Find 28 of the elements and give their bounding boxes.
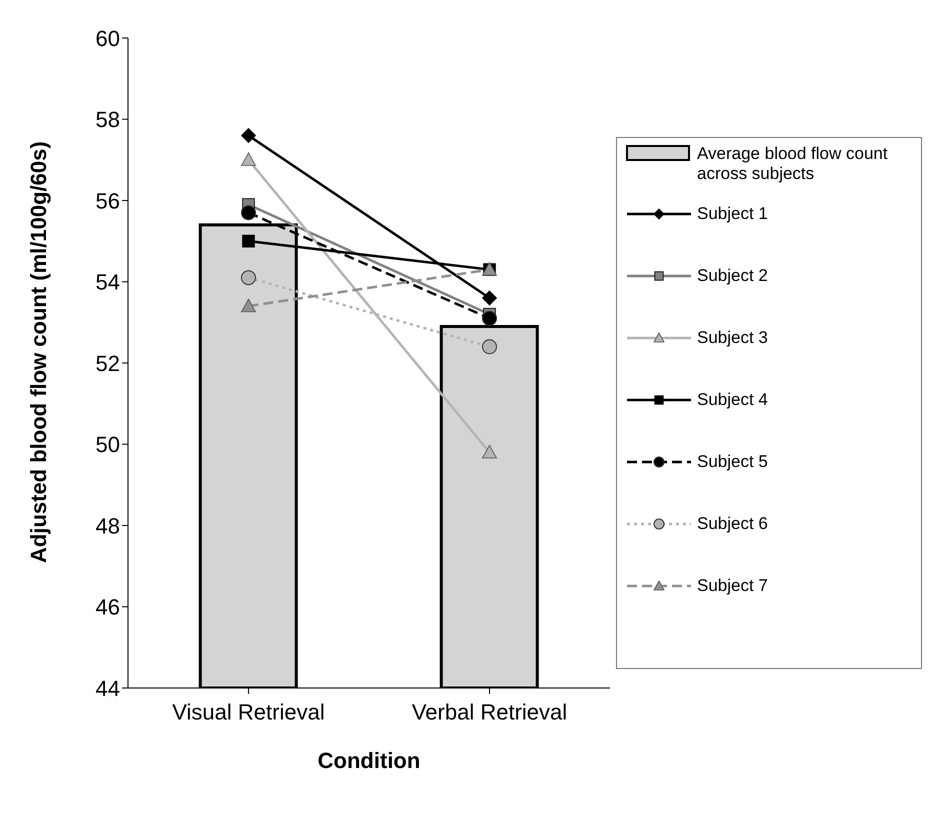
y-tick-label: 44	[96, 676, 120, 701]
legend-label: Subject 2	[697, 266, 768, 286]
x-axis-title: Condition	[318, 748, 420, 773]
y-tick-label: 58	[96, 107, 120, 132]
point	[242, 234, 255, 248]
legend-label: Average blood flow count across subjects	[697, 144, 889, 184]
point	[482, 339, 497, 354]
point	[482, 290, 497, 306]
legend-label: Subject 6	[697, 514, 768, 534]
y-tick-label: 46	[96, 594, 120, 620]
y-tick-label: 60	[96, 26, 120, 51]
point	[482, 310, 497, 326]
legend-label: Subject 4	[697, 390, 768, 410]
legend-label: Subject 1	[697, 204, 768, 224]
y-tick-label: 54	[96, 270, 120, 295]
x-tick-label: Visual Retrieval	[172, 700, 325, 725]
y-tick-label: 52	[96, 350, 120, 376]
point	[241, 128, 256, 143]
x-tick-label: Verbal Retrieval	[412, 700, 568, 725]
y-tick-label: 50	[96, 432, 120, 458]
point	[241, 205, 256, 220]
legend-label: Subject 5	[697, 452, 768, 472]
y-tick-label: 48	[96, 513, 120, 538]
y-axis-title: Adjusted blood flow count (ml/100g/60s)	[26, 141, 51, 563]
legend-label: Subject 7	[697, 576, 768, 596]
y-tick-label: 56	[96, 188, 120, 214]
legend-label: Subject 3	[697, 328, 768, 348]
point	[241, 270, 256, 286]
